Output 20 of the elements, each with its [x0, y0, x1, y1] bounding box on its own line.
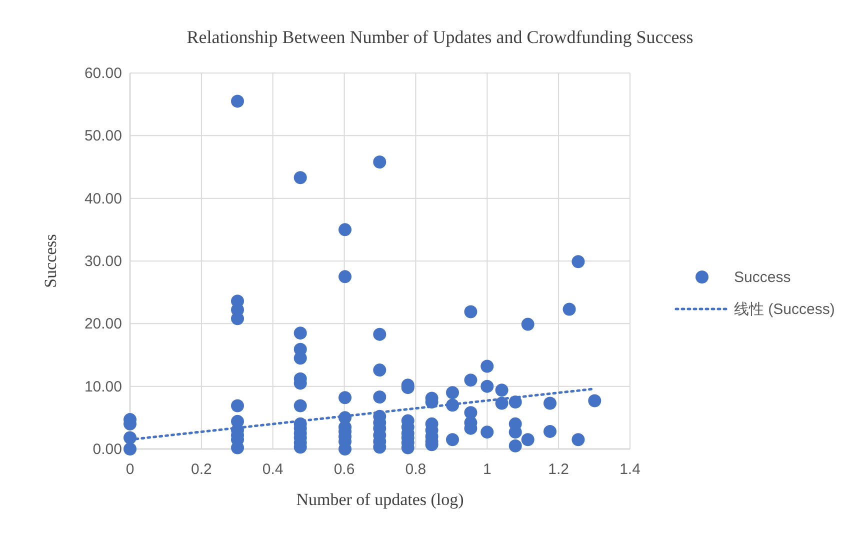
x-tick-label: 0.6: [334, 461, 355, 478]
y-tick-label: 20.00: [84, 316, 122, 333]
y-tick-label: 60.00: [84, 65, 122, 82]
legend-label: Success: [734, 269, 791, 286]
x-tick-label: 0.4: [262, 461, 284, 478]
y-tick-label: 0.00: [92, 441, 122, 458]
x-axis-title: Number of updates (log): [296, 490, 464, 509]
x-tick-label: 0.2: [191, 461, 212, 478]
x-tick-label: 1.4: [620, 461, 640, 478]
x-tick-label: 1.2: [548, 461, 569, 478]
y-tick-label: 30.00: [84, 253, 122, 270]
y-tick-label: 40.00: [84, 190, 122, 208]
x-tick-label: 0.8: [405, 461, 426, 478]
y-tick-label: 10.00: [84, 378, 122, 396]
legend-label: 线性 (Success): [734, 301, 835, 318]
chart-title: Relationship Between Number of Updates and Crowdfunding Success: [186, 27, 694, 47]
y-tick-label: 50.00: [84, 128, 122, 145]
x-tick-label: 1: [482, 461, 492, 478]
y-axis-title: Success: [41, 234, 60, 288]
x-tick-label: 0: [126, 461, 134, 478]
